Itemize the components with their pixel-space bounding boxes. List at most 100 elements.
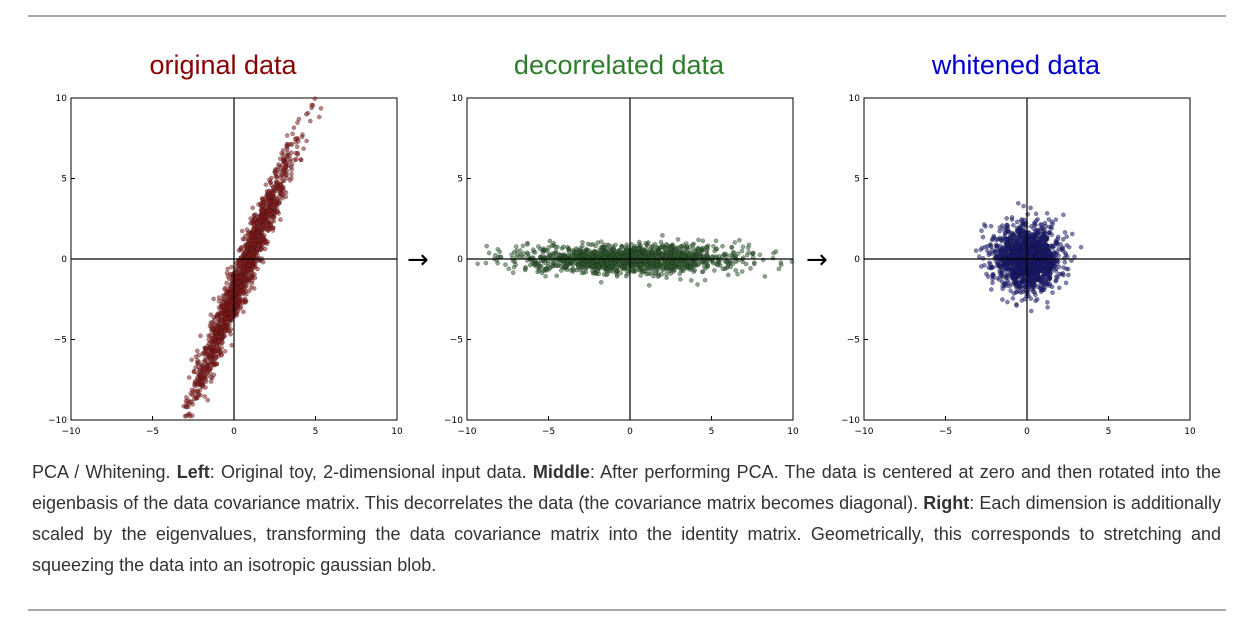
data-point — [1005, 226, 1010, 232]
data-point — [1046, 230, 1052, 236]
data-point — [543, 274, 548, 279]
data-point — [290, 131, 295, 137]
data-point — [988, 265, 993, 271]
x-tick-label: −10 — [62, 427, 81, 437]
data-point — [1040, 248, 1045, 254]
data-point — [278, 191, 284, 197]
data-point — [720, 243, 725, 249]
data-point — [245, 242, 250, 247]
data-point — [1033, 211, 1039, 217]
data-point — [1046, 250, 1052, 255]
data-point — [619, 250, 624, 256]
data-point — [727, 253, 733, 258]
data-point — [1000, 249, 1006, 254]
data-point — [740, 244, 746, 250]
data-point — [223, 319, 228, 325]
data-point — [1008, 288, 1013, 294]
data-point — [585, 263, 590, 268]
data-point — [1028, 205, 1033, 211]
data-point — [227, 328, 232, 334]
x-tick-label: 10 — [1184, 427, 1196, 437]
data-point — [1060, 237, 1066, 242]
data-point — [650, 261, 655, 267]
data-point — [702, 277, 708, 283]
data-point — [1043, 259, 1048, 265]
data-point — [634, 257, 640, 262]
data-point — [1032, 264, 1038, 270]
data-point — [718, 257, 723, 262]
data-point — [1031, 226, 1036, 231]
data-point — [1000, 286, 1005, 292]
data-point — [580, 240, 585, 245]
data-point — [278, 186, 283, 192]
data-point — [623, 273, 629, 279]
data-point — [510, 270, 516, 275]
data-point — [1005, 299, 1010, 305]
data-point — [697, 254, 703, 259]
data-point — [991, 274, 996, 280]
data-point — [1037, 234, 1043, 240]
data-point — [243, 288, 249, 294]
data-point — [1046, 217, 1052, 222]
data-point — [475, 261, 480, 267]
x-tick-label: 5 — [709, 427, 715, 437]
data-point — [1041, 253, 1046, 258]
data-point — [578, 245, 584, 251]
data-point — [549, 243, 555, 248]
y-tick-label: −5 — [54, 336, 67, 346]
data-point — [251, 242, 257, 248]
data-point — [536, 268, 542, 273]
data-point — [1029, 287, 1035, 292]
data-point — [576, 263, 581, 268]
data-point — [236, 299, 242, 305]
data-point — [252, 251, 257, 256]
data-point — [662, 246, 667, 251]
data-point — [689, 278, 694, 283]
data-point — [1017, 280, 1023, 285]
data-point — [1053, 278, 1058, 284]
data-point — [539, 264, 544, 269]
data-point — [1078, 244, 1084, 250]
data-point — [725, 264, 731, 270]
data-point — [1004, 216, 1009, 221]
data-point — [571, 267, 576, 273]
data-point — [644, 249, 650, 255]
data-point — [712, 248, 717, 254]
data-point — [640, 246, 645, 252]
data-point — [296, 116, 302, 122]
data-point — [1025, 212, 1030, 217]
data-point — [284, 160, 289, 165]
caption-intro: PCA / Whitening. — [32, 462, 177, 482]
data-point — [1034, 272, 1040, 277]
data-point — [1012, 247, 1018, 252]
data-point — [1034, 243, 1039, 248]
data-point — [288, 141, 293, 147]
data-point — [216, 295, 222, 300]
data-point — [1013, 273, 1019, 279]
x-tick-label: −10 — [458, 427, 477, 437]
data-point — [242, 237, 247, 242]
data-point — [778, 260, 784, 265]
data-point — [247, 237, 252, 243]
data-point — [225, 295, 231, 300]
data-point — [737, 237, 742, 243]
data-point — [619, 244, 625, 250]
data-point — [304, 138, 309, 144]
data-point — [682, 259, 688, 265]
data-point — [532, 250, 538, 255]
data-point — [1061, 272, 1066, 278]
data-point — [687, 252, 692, 258]
panel-whitened-data: whitened data −10 −5 0 5 10 10 5 0 −5 −10 — [830, 40, 1202, 450]
data-point — [204, 357, 209, 363]
data-point — [259, 246, 264, 252]
data-point — [532, 262, 538, 268]
data-point — [989, 247, 995, 253]
data-point — [573, 255, 579, 261]
data-point — [673, 248, 679, 253]
data-point — [609, 263, 615, 268]
data-point — [654, 244, 660, 250]
data-point — [211, 326, 217, 331]
data-point — [280, 148, 286, 153]
data-point — [278, 181, 284, 187]
top-divider — [28, 15, 1226, 17]
